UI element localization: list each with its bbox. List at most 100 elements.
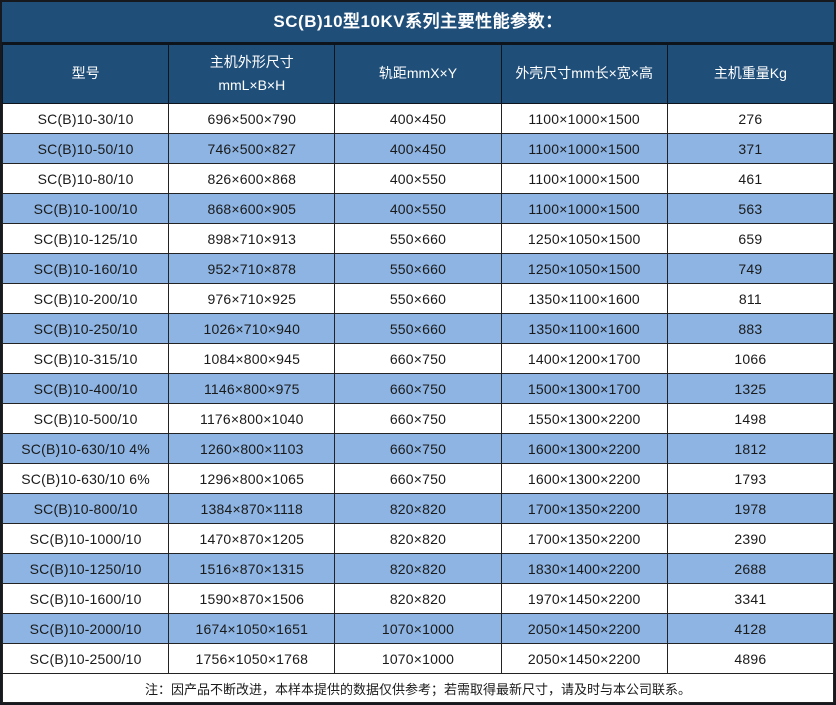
column-header-rail-gauge: 轨距mmX×Y xyxy=(334,44,502,104)
weight-cell: 1793 xyxy=(666,463,834,494)
weight-cell: 4896 xyxy=(666,643,834,674)
dimensions-cell: 1260×800×1103 xyxy=(168,433,336,464)
weight-cell: 461 xyxy=(666,163,834,194)
dimensions-cell: 952×710×878 xyxy=(168,253,336,284)
weight-cell: 749 xyxy=(666,253,834,284)
model-cell: SC(B)10-80/10 xyxy=(2,163,170,194)
weight-cell: 3341 xyxy=(666,583,834,614)
dimensions-cell: 898×710×913 xyxy=(168,223,336,254)
weight-cell: 811 xyxy=(666,283,834,314)
model-cell: SC(B)10-250/10 xyxy=(2,313,170,344)
rail-gauge-cell: 1070×1000 xyxy=(334,643,502,674)
rail-gauge-cell: 820×820 xyxy=(334,493,502,524)
rail-gauge-cell: 400×550 xyxy=(334,163,502,194)
model-cell: SC(B)10-400/10 xyxy=(2,373,170,404)
table-row: SC(B)10-315/10 1084×800×945 660×750 1400×12… xyxy=(2,343,834,374)
dimensions-cell: 1470×870×1205 xyxy=(168,523,336,554)
table-row: SC(B)10-100/10 868×600×905 400×550 1100×100… xyxy=(2,193,834,224)
shell-size-cell: 1350×1100×1600 xyxy=(500,283,668,314)
table-row: SC(B)10-800/10 1384×870×1118 820×820 1700×1… xyxy=(2,493,834,524)
header-row: 型号 主机外形尺寸 mmL×B×H 轨距mmX×Y 外壳尺寸mm长×宽×高 主机重量Kg xyxy=(2,44,834,104)
rail-gauge-cell: 660×750 xyxy=(334,463,502,494)
weight-cell: 2390 xyxy=(666,523,834,554)
weight-cell: 276 xyxy=(666,103,834,134)
table-row: SC(B)10-2500/10 1756×1050×1768 1070×1000 20… xyxy=(2,643,834,674)
model-cell: SC(B)10-630/10 6% xyxy=(2,463,170,494)
shell-size-cell: 2050×1450×2200 xyxy=(500,613,668,644)
model-cell: SC(B)10-315/10 xyxy=(2,343,170,374)
table-row: SC(B)10-50/10 746×500×827 400×450 1100×1000… xyxy=(2,133,834,164)
dimensions-cell: 1756×1050×1768 xyxy=(168,643,336,674)
dimensions-cell: 826×600×868 xyxy=(168,163,336,194)
shell-size-cell: 1100×1000×1500 xyxy=(500,103,668,134)
table-row: SC(B)10-1000/10 1470×870×1205 820×820 1700×… xyxy=(2,523,834,554)
rail-gauge-cell: 1070×1000 xyxy=(334,613,502,644)
table-row: SC(B)10-2000/10 1674×1050×1651 1070×1000 20… xyxy=(2,613,834,644)
table-row: SC(B)10-500/10 1176×800×1040 660×750 1550×1… xyxy=(2,403,834,434)
shell-size-cell: 1400×1200×1700 xyxy=(500,343,668,374)
rail-gauge-cell: 550×660 xyxy=(334,283,502,314)
dimensions-cell: 976×710×925 xyxy=(168,283,336,314)
shell-size-cell: 1600×1300×2200 xyxy=(500,433,668,464)
weight-cell: 1325 xyxy=(666,373,834,404)
weight-cell: 1066 xyxy=(666,343,834,374)
table-row: SC(B)10-80/10 826×600×868 400×550 1100×1000… xyxy=(2,163,834,194)
footer-row: 注：因产品不断改进，本样本提供的数据仅供参考；若需取得最新尺寸，请及时与本公司联… xyxy=(2,673,834,703)
model-cell: SC(B)10-500/10 xyxy=(2,403,170,434)
dimensions-cell: 1516×870×1315 xyxy=(168,553,336,584)
model-cell: SC(B)10-800/10 xyxy=(2,493,170,524)
table-row: SC(B)10-1250/10 1516×870×1315 820×820 1830×… xyxy=(2,553,834,584)
model-cell: SC(B)10-2500/10 xyxy=(2,643,170,674)
dimensions-cell: 1590×870×1506 xyxy=(168,583,336,614)
shell-size-cell: 1830×1400×2200 xyxy=(500,553,668,584)
table-row: SC(B)10-250/10 1026×710×940 550×660 1350×11… xyxy=(2,313,834,344)
rail-gauge-cell: 400×450 xyxy=(334,133,502,164)
dimensions-cell: 1296×800×1065 xyxy=(168,463,336,494)
table-header: 型号 主机外形尺寸 mmL×B×H 轨距mmX×Y 外壳尺寸mm长×宽×高 主机重量Kg xyxy=(2,44,834,104)
table-row: SC(B)10-1600/10 1590×870×1506 820×820 1970×… xyxy=(2,583,834,614)
shell-size-cell: 1100×1000×1500 xyxy=(500,133,668,164)
table-row: SC(B)10-630/10 4% 1260×800×1103 660×750 160… xyxy=(2,433,834,464)
model-cell: SC(B)10-30/10 xyxy=(2,103,170,134)
table-row: SC(B)10-400/10 1146×800×975 660×750 1500×13… xyxy=(2,373,834,404)
model-cell: SC(B)10-1600/10 xyxy=(2,583,170,614)
dimensions-cell: 1176×800×1040 xyxy=(168,403,336,434)
weight-cell: 4128 xyxy=(666,613,834,644)
shell-size-cell: 1700×1350×2200 xyxy=(500,493,668,524)
rail-gauge-cell: 550×660 xyxy=(334,223,502,254)
shell-size-cell: 1600×1300×2200 xyxy=(500,463,668,494)
model-cell: SC(B)10-2000/10 xyxy=(2,613,170,644)
weight-cell: 659 xyxy=(666,223,834,254)
rail-gauge-cell: 820×820 xyxy=(334,553,502,584)
shell-size-cell: 1100×1000×1500 xyxy=(500,163,668,194)
table-row: SC(B)10-160/10 952×710×878 550×660 1250×105… xyxy=(2,253,834,284)
shell-size-cell: 2050×1450×2200 xyxy=(500,643,668,674)
rail-gauge-cell: 400×450 xyxy=(334,103,502,134)
model-cell: SC(B)10-200/10 xyxy=(2,283,170,314)
shell-size-cell: 1700×1350×2200 xyxy=(500,523,668,554)
shell-size-cell: 1100×1000×1500 xyxy=(500,193,668,224)
rail-gauge-cell: 400×550 xyxy=(334,193,502,224)
table-row: SC(B)10-125/10 898×710×913 550×660 1250×105… xyxy=(2,223,834,254)
shell-size-cell: 1500×1300×1700 xyxy=(500,373,668,404)
weight-cell: 1498 xyxy=(666,403,834,434)
dimensions-cell: 1084×800×945 xyxy=(168,343,336,374)
weight-cell: 883 xyxy=(666,313,834,344)
model-cell: SC(B)10-1000/10 xyxy=(2,523,170,554)
table-body: SC(B)10-30/10 696×500×790 400×450 1100×1000… xyxy=(2,103,834,674)
footer-note: 注：因产品不断改进，本样本提供的数据仅供参考；若需取得最新尺寸，请及时与本公司联… xyxy=(2,673,834,703)
model-cell: SC(B)10-125/10 xyxy=(2,223,170,254)
column-header-main-dimensions: 主机外形尺寸 mmL×B×H xyxy=(168,44,336,104)
model-cell: SC(B)10-100/10 xyxy=(2,193,170,224)
model-cell: SC(B)10-1250/10 xyxy=(2,553,170,584)
weight-cell: 1812 xyxy=(666,433,834,464)
weight-cell: 1978 xyxy=(666,493,834,524)
table-row: SC(B)10-630/10 6% 1296×800×1065 660×750 160… xyxy=(2,463,834,494)
shell-size-cell: 1350×1100×1600 xyxy=(500,313,668,344)
shell-size-cell: 1550×1300×2200 xyxy=(500,403,668,434)
shell-size-cell: 1250×1050×1500 xyxy=(500,253,668,284)
dimensions-cell: 1674×1050×1651 xyxy=(168,613,336,644)
column-header-shell-size: 外壳尺寸mm长×宽×高 xyxy=(500,44,668,104)
rail-gauge-cell: 660×750 xyxy=(334,403,502,434)
